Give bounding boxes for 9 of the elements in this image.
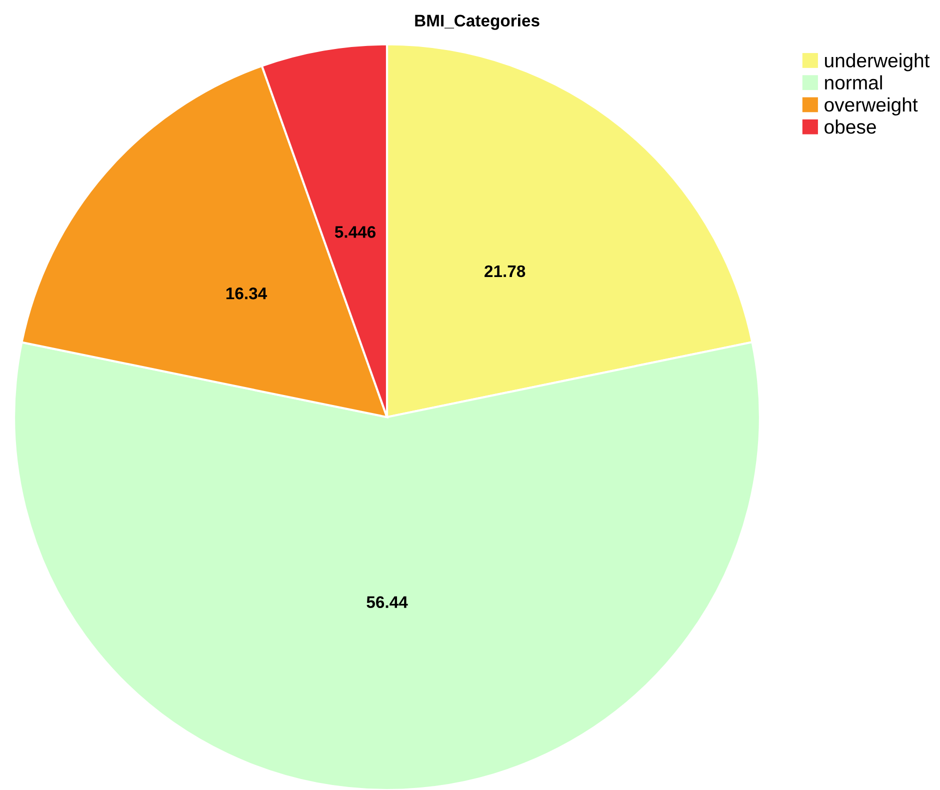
data-label: 5.446 (334, 226, 376, 238)
legend-label: overweight (824, 97, 918, 116)
chart-title: BMI_Categories (415, 14, 540, 30)
legend-label: normal (825, 75, 882, 90)
legend-label: underweight (825, 53, 930, 72)
legend-label: obese (824, 120, 876, 134)
data-label: 56.44 (366, 596, 408, 608)
data-label: 16.34 (226, 288, 268, 300)
data-label: 21.78 (484, 265, 526, 278)
